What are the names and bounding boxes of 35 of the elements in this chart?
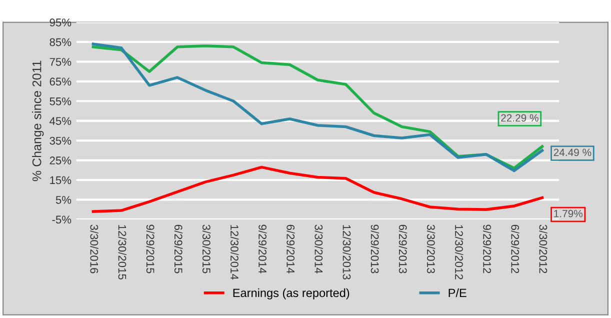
line-series [92,166,544,213]
x-tick-label: 12/30/2013 [342,225,351,280]
x-tick-label: 6/29/2015 [174,224,183,274]
legend-label: Earnings (as reported) [233,288,350,300]
x-tick-label: 6/29/2014 [286,224,295,274]
y-tick-label: 55% [50,97,72,106]
x-tick-label: 3/30/2012 [539,224,548,274]
x-tick-label: 3/30/2016 [90,224,98,274]
x-tick-label: 9/29/2015 [146,224,155,274]
x-tick-label: 3/30/2014 [314,224,323,274]
y-tick-label: 75% [50,58,72,66]
annotation: 22.29 % [501,114,538,122]
x-tick-label: 3/30/2013 [426,224,436,274]
x-tick-label: 12/30/2014 [230,225,239,280]
x-tick-label: 12/30/2015 [118,225,126,280]
x-tick-label: 9/29/2013 [370,224,380,274]
x-tick-label: 9/29/2014 [258,224,267,274]
x-tick-label: 9/29/2012 [483,224,492,274]
y-tick-label: 85% [50,38,72,46]
y-tick-label: -5% [52,216,72,224]
y-tick-label: 5% [56,196,72,204]
legend-label: P/E [448,288,466,298]
x-tick-label: 6/29/2012 [511,224,520,274]
y-axis-title: % Change since 2011 [32,60,44,182]
y-tick-label: 15% [50,176,72,184]
y-tick-label: 65% [50,78,72,86]
annotation: 24.49 % [554,148,592,156]
x-tick-label: 3/30/2015 [202,224,211,274]
x-tick-label: 12/30/2012 [455,225,464,280]
y-tick-label: 95% [50,18,72,26]
x-tick-label: 6/29/2013 [398,224,408,274]
y-tick-label: 25% [50,156,72,164]
y-tick-label: 45% [50,117,72,125]
annotation: 1.79% [554,210,583,218]
y-tick-label: 35% [50,136,72,145]
